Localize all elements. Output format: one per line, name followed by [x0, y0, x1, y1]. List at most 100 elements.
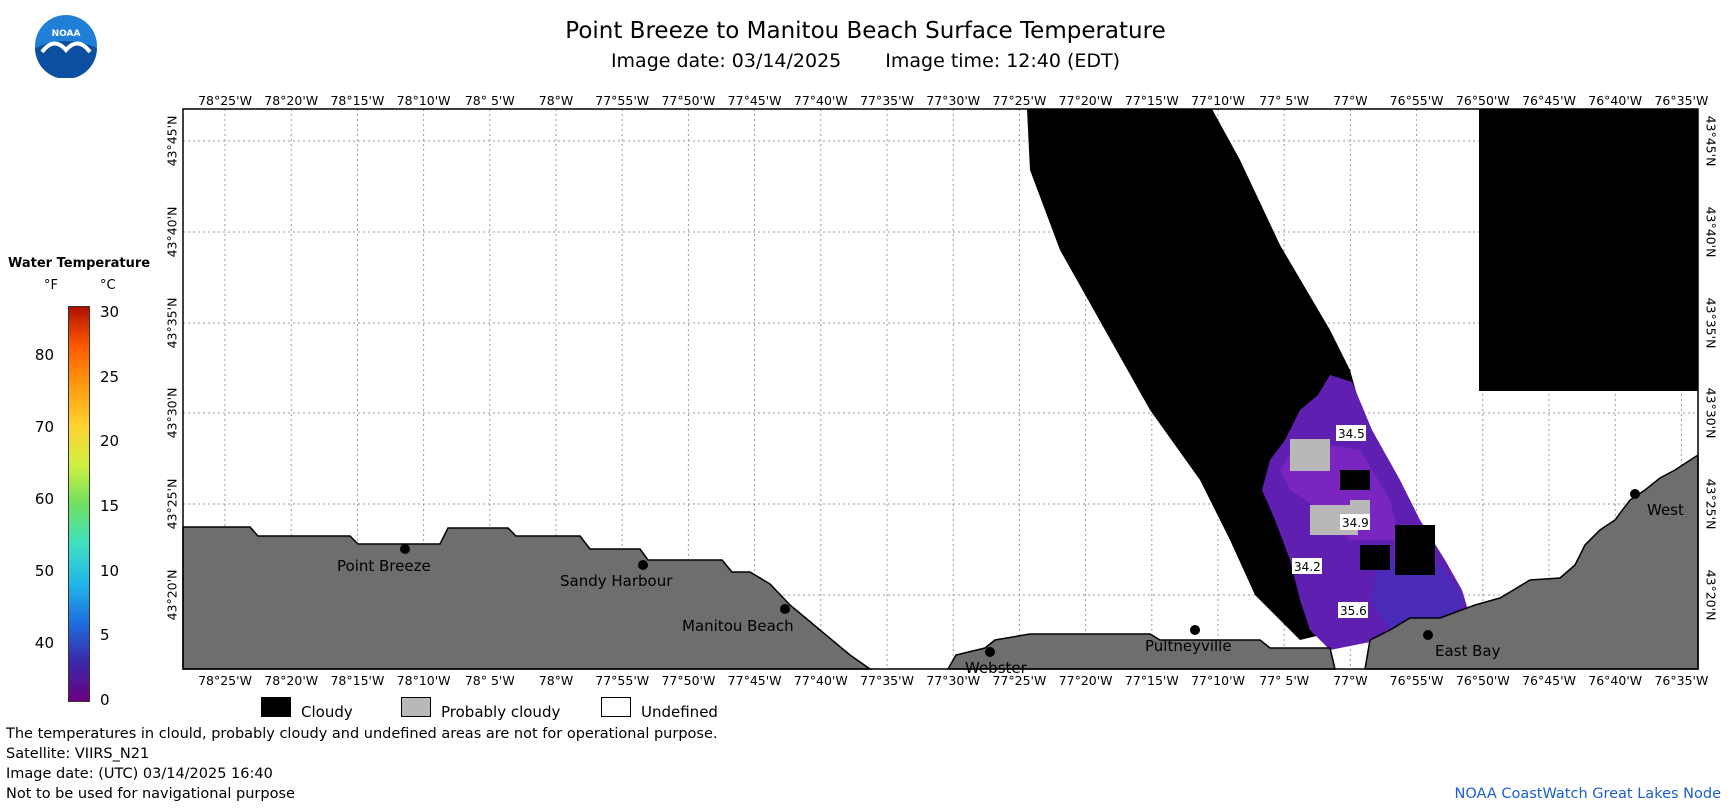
- place-marker: [985, 647, 995, 657]
- colorbar-unit-f: °F: [44, 278, 58, 293]
- colorbar-fahrenheit-tick: 70: [34, 417, 54, 436]
- longitude-label: 77°30'W: [926, 93, 981, 108]
- colorbar-fahrenheit-tick: 50: [34, 561, 54, 580]
- longitude-label: 76°50'W: [1455, 93, 1510, 108]
- longitude-label: 77°15'W: [1124, 673, 1179, 688]
- longitude-label: 76°55'W: [1389, 673, 1444, 688]
- longitude-label: 78°10'W: [396, 673, 451, 688]
- longitude-label: 77°55'W: [595, 673, 650, 688]
- place-marker: [400, 544, 410, 554]
- legend-probably-cloudy-label: Probably cloudy: [441, 703, 561, 721]
- probably-cloudy-patch: [1350, 500, 1370, 514]
- latitude-label: 43°30'N: [1703, 387, 1719, 439]
- latitude-label: 43°45'N: [1703, 115, 1719, 167]
- place-label: Sandy Harbour: [560, 572, 673, 590]
- longitude-label: 76°35'W: [1654, 673, 1709, 688]
- temperature-label: 34.9: [1342, 516, 1369, 530]
- longitude-label: 78°25'W: [198, 673, 252, 688]
- longitude-label: 78° 5'W: [464, 673, 515, 688]
- colorbar-celsius-tick: 0: [100, 691, 110, 709]
- longitude-label: 78°W: [538, 93, 574, 108]
- temperature-label: 34.5: [1338, 427, 1365, 441]
- place-label: Pultneyville: [1145, 637, 1232, 655]
- colorbar-celsius-tick: 5: [100, 626, 110, 645]
- colorbar-fahrenheit-tick: 80: [34, 346, 54, 365]
- footer-utc-date: Image date: (UTC) 03/14/2025 16:40: [6, 766, 273, 782]
- longitude-label: 77°45'W: [727, 93, 782, 108]
- latitude-label: 43°20'N: [164, 569, 180, 621]
- longitude-label: 77° 5'W: [1259, 93, 1310, 108]
- longitude-label: 77°W: [1333, 93, 1368, 108]
- map-frame: [182, 108, 1699, 670]
- temperature-label-bg: [1338, 602, 1368, 618]
- colorbar-celsius-tick: 10: [100, 561, 120, 580]
- colorbar-fahrenheit-tick: 60: [34, 489, 54, 508]
- longitude-label: 77° 5'W: [1259, 673, 1310, 688]
- longitude-label: 78°10'W: [396, 93, 451, 108]
- colorbar-celsius-tick: 25: [100, 367, 120, 386]
- longitude-label: 77°45'W: [727, 673, 782, 688]
- longitude-label: 77°35'W: [860, 93, 914, 108]
- longitude-label: 78°15'W: [330, 673, 385, 688]
- svg-text:NOAA: NOAA: [52, 29, 81, 39]
- longitude-label: 77°35'W: [860, 673, 914, 688]
- colorbar-title: Water Temperature: [8, 256, 151, 271]
- latitude-label: 43°30'N: [164, 387, 180, 439]
- latitude-label: 43°45'N: [164, 115, 180, 167]
- place-marker: [780, 604, 790, 614]
- legend-cloudy-swatch: [261, 697, 291, 717]
- image-date: Image date: 03/14/2025: [610, 50, 842, 72]
- longitude-label: 76°45'W: [1522, 673, 1576, 688]
- legend-undefined-swatch: [601, 697, 631, 717]
- longitude-label: 77°15'W: [1124, 93, 1179, 108]
- temperature-label: 35.6: [1340, 604, 1367, 618]
- longitude-label: 77°30'W: [926, 673, 981, 688]
- longitude-label: 78°20'W: [264, 93, 319, 108]
- latitude-label: 43°35'N: [164, 297, 180, 349]
- place-label: Manitou Beach: [682, 617, 794, 635]
- longitude-label: 76°55'W: [1389, 93, 1444, 108]
- colorbar: [68, 306, 90, 702]
- longitude-label: 77°10'W: [1191, 673, 1245, 688]
- longitude-label: 77°55'W: [595, 93, 650, 108]
- latitude-label: 43°25'N: [1703, 478, 1719, 530]
- cloud-block-northeast: [1479, 109, 1698, 391]
- temperature-label: 34.2: [1294, 560, 1321, 574]
- longitude-label: 78°20'W: [264, 673, 319, 688]
- footer-credit: NOAA CoastWatch Great Lakes Node: [1454, 786, 1721, 802]
- legend-probably-cloudy-swatch: [401, 697, 431, 717]
- water-temperature-area: [1370, 560, 1465, 630]
- temperature-label-bg: [1336, 425, 1366, 441]
- longitude-label: 78°15'W: [330, 93, 385, 108]
- longitude-label: 77°40'W: [793, 93, 848, 108]
- colorbar-celsius-tick: 15: [100, 497, 120, 515]
- longitude-label: 78°25'W: [198, 93, 252, 108]
- colorbar-fahrenheit-tick: 40: [34, 633, 54, 652]
- longitude-label: 76°40'W: [1588, 673, 1643, 688]
- land-south-shore-west: [182, 526, 873, 670]
- probably-cloudy-patch: [1290, 439, 1330, 471]
- cloud-patch: [1360, 545, 1390, 570]
- temperature-label-bg: [1340, 514, 1370, 530]
- place-marker: [638, 560, 648, 570]
- longitude-label: 76°35'W: [1654, 93, 1709, 108]
- place-marker: [1423, 630, 1433, 640]
- temperature-label-bg: [1292, 558, 1322, 574]
- longitude-label: 77°W: [1333, 673, 1368, 688]
- legend-undefined-label: Undefined: [641, 703, 718, 721]
- cloud-patch: [1395, 525, 1435, 575]
- longitude-label: 76°50'W: [1455, 673, 1510, 688]
- latitude-label: 43°25'N: [164, 478, 180, 530]
- colorbar-unit-c: °C: [100, 278, 116, 293]
- land-south-shore-east: [946, 633, 1336, 670]
- noaa-logo: NOAA: [35, 15, 97, 78]
- longitude-label: 77°25'W: [992, 673, 1047, 688]
- image-time: Image time: 12:40 (EDT): [885, 50, 1121, 72]
- longitude-label: 76°40'W: [1588, 93, 1643, 108]
- cloud-patch: [1340, 470, 1370, 490]
- longitude-label: 76°45'W: [1522, 93, 1576, 108]
- longitude-label: 77°20'W: [1058, 93, 1113, 108]
- footer-satellite: Satellite: VIIRS_N21: [6, 746, 150, 762]
- latitude-label: 43°35'N: [1703, 297, 1719, 349]
- longitude-label: 78° 5'W: [464, 93, 515, 108]
